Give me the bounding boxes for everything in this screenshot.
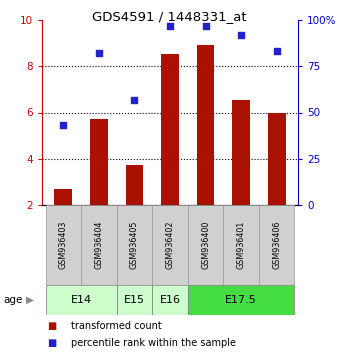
Bar — [117, 285, 152, 315]
Text: GSM936403: GSM936403 — [59, 221, 68, 269]
Text: E17.5: E17.5 — [225, 295, 257, 305]
Bar — [46, 285, 117, 315]
Bar — [54, 189, 72, 205]
Text: GSM936402: GSM936402 — [166, 221, 174, 269]
Point — [238, 32, 244, 38]
Point — [61, 122, 66, 128]
Text: GSM936404: GSM936404 — [94, 221, 103, 269]
Text: age: age — [3, 295, 23, 305]
Text: GSM936401: GSM936401 — [237, 221, 246, 269]
Bar — [81, 205, 117, 285]
Point — [132, 97, 137, 102]
Text: GSM936405: GSM936405 — [130, 221, 139, 269]
Text: ■: ■ — [47, 321, 56, 331]
Text: E14: E14 — [71, 295, 92, 305]
Bar — [188, 285, 294, 315]
Bar — [223, 205, 259, 285]
Text: percentile rank within the sample: percentile rank within the sample — [71, 338, 236, 348]
Bar — [188, 205, 223, 285]
Text: E15: E15 — [124, 295, 145, 305]
Bar — [46, 205, 81, 285]
Point — [274, 48, 280, 54]
Text: ▶: ▶ — [26, 295, 34, 305]
Point — [96, 51, 102, 56]
Text: GSM936406: GSM936406 — [272, 221, 281, 269]
Bar — [197, 45, 214, 205]
Point — [203, 23, 208, 28]
Bar — [152, 285, 188, 315]
Bar — [161, 53, 179, 205]
Bar — [232, 100, 250, 205]
Text: E16: E16 — [160, 295, 180, 305]
Text: transformed count: transformed count — [71, 321, 162, 331]
Bar — [268, 113, 286, 205]
Bar — [152, 205, 188, 285]
Bar — [90, 119, 108, 205]
Bar — [117, 205, 152, 285]
Text: ■: ■ — [47, 338, 56, 348]
Bar — [259, 205, 294, 285]
Bar — [125, 165, 143, 205]
Text: GDS4591 / 1448331_at: GDS4591 / 1448331_at — [92, 10, 246, 23]
Point — [167, 23, 173, 28]
Text: GSM936400: GSM936400 — [201, 221, 210, 269]
